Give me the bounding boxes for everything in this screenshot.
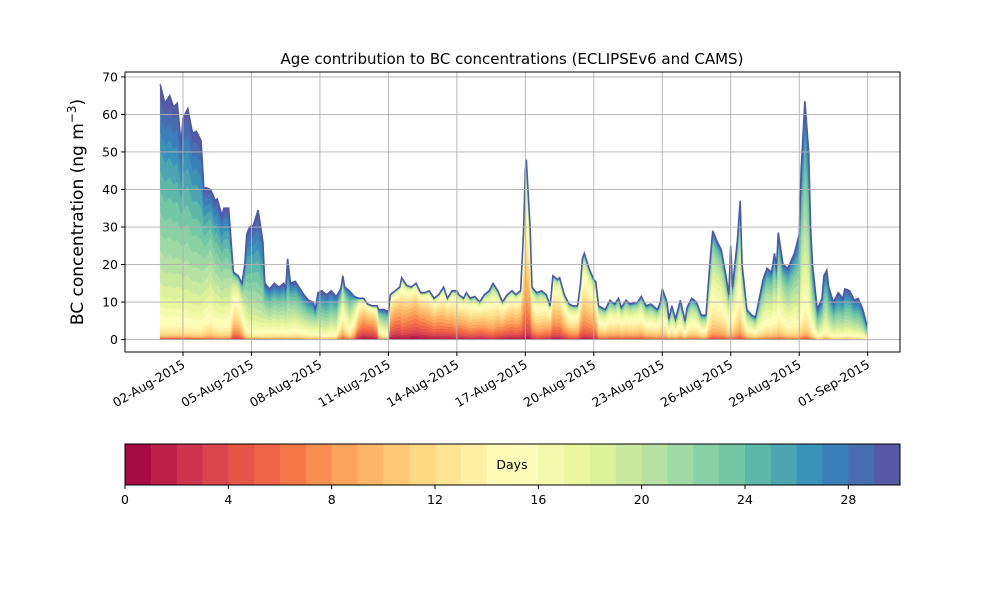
colorbar-swatch [615, 444, 643, 485]
colorbar-swatch [125, 444, 152, 485]
x-tick-label: 11-Aug-2015 [315, 357, 393, 410]
y-tick-label: 0 [110, 332, 118, 347]
x-tick-label: 01-Sep-2015 [795, 357, 872, 410]
colorbar-swatch [564, 444, 591, 485]
colorbar-swatch [667, 444, 694, 485]
colorbar-swatch [770, 444, 798, 485]
x-tick-label: 08-Aug-2015 [247, 357, 325, 410]
y-axis-label: BC concentration (ng m−3) [65, 99, 88, 325]
colorbar-swatch [409, 444, 436, 485]
colorbar-swatch [745, 444, 772, 485]
colorbar-frame [124, 443, 901, 486]
plot-frame [124, 71, 901, 353]
colorbar-swatch [331, 444, 358, 485]
y-tick-label: 30 [102, 220, 118, 235]
x-tick-label: 20-Aug-2015 [521, 357, 599, 410]
colorbar-swatch [435, 444, 462, 485]
colorbar-swatch [280, 444, 307, 485]
colorbar-swatch [357, 444, 384, 485]
colorbar-tick-label: 8 [328, 492, 336, 507]
y-tick-label: 50 [102, 144, 118, 159]
y-tick-label: 40 [102, 182, 118, 197]
colorbar-swatch [202, 444, 229, 485]
colorbar-tick-label: 0 [121, 492, 129, 507]
colorbar-swatch [460, 444, 488, 485]
y-axis: 0 10 20 30 40 50 60 70 [102, 69, 125, 347]
y-tick-label: 10 [102, 295, 118, 310]
colorbar-swatch [512, 444, 539, 485]
colorbar-swatch [693, 444, 720, 485]
x-tick-label: 14-Aug-2015 [384, 357, 462, 410]
y-axis-label-sup: −3 [65, 105, 79, 123]
colorbar-label: Days [496, 457, 527, 472]
colorbar-swatch [822, 444, 849, 485]
y-tick-label: 60 [102, 107, 118, 122]
colorbar-swatch [383, 444, 410, 485]
colorbar-tick-label: 4 [224, 492, 232, 507]
x-axis: 02-Aug-201505-Aug-201508-Aug-201511-Aug-… [110, 352, 872, 410]
y-axis-label-end: ) [68, 99, 88, 106]
stacked-age-layers [159, 84, 868, 340]
colorbar-swatch [641, 444, 668, 485]
colorbar-tick-label: 16 [530, 492, 546, 507]
colorbar-tick-label: 20 [634, 492, 650, 507]
colorbar-swatch [874, 444, 901, 485]
colorbar-swatch [848, 444, 875, 485]
colorbar-swatch [228, 444, 255, 485]
x-tick-label: 17-Aug-2015 [452, 357, 530, 410]
y-tick-label: 70 [102, 69, 118, 84]
x-tick-label: 26-Aug-2015 [658, 357, 736, 410]
colorbar-swatch [305, 444, 333, 485]
colorbar: 0 4 8 12 16 20 24 28 [121, 443, 901, 507]
colorbar-tick-label: 12 [427, 492, 443, 507]
y-tick-label: 20 [102, 257, 118, 272]
colorbar-swatch [176, 444, 203, 485]
x-tick-label: 05-Aug-2015 [178, 357, 256, 410]
y-axis-label-main: BC concentration (ng m [68, 123, 88, 325]
x-tick-label: 02-Aug-2015 [110, 357, 188, 410]
colorbar-tick-label: 28 [840, 492, 856, 507]
colorbar-swatch [719, 444, 746, 485]
colorbar-swatch [486, 444, 513, 485]
x-tick-label: 23-Aug-2015 [589, 357, 667, 410]
colorbar-swatch [150, 444, 178, 485]
colorbar-swatch [590, 444, 617, 485]
chart-title: Age contribution to BC concentrations (E… [281, 50, 744, 68]
total-outline [159, 84, 868, 325]
colorbar-tick-label: 24 [737, 492, 753, 507]
colorbar-swatch [538, 444, 565, 485]
grid-lines [125, 72, 900, 352]
x-tick-label: 29-Aug-2015 [726, 357, 804, 410]
colorbar-swatch [796, 444, 823, 485]
colorbar-swatch [254, 444, 281, 485]
